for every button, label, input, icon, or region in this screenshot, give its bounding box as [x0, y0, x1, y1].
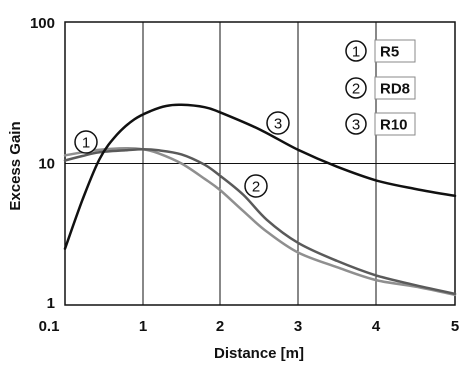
legend-marker-text: 2 — [352, 81, 360, 98]
x-tick-label: 1 — [139, 318, 147, 335]
legend-marker-circle — [345, 77, 367, 99]
x-tick-label: 2 — [216, 318, 224, 335]
y-tick-label: 1 — [47, 295, 55, 312]
legend-label-box — [374, 112, 416, 136]
x-tick-labels: 0.1 1 2 3 4 5 — [39, 318, 460, 335]
legend-label-box — [374, 39, 416, 63]
legend: 1 R5 2 RD8 3 R10 — [345, 39, 416, 136]
legend-label: R10 — [380, 117, 408, 134]
grid — [65, 22, 455, 305]
curve-marker-text: 3 — [274, 116, 282, 133]
curve-marker-text: 1 — [82, 135, 90, 152]
x-tick-label: 0.1 — [39, 318, 60, 335]
legend-entry-2: 2 RD8 — [345, 76, 416, 100]
curve-marker-circle — [266, 111, 290, 135]
series-layer — [63, 103, 457, 297]
series-line-r5 — [63, 147, 457, 297]
legend-marker-circle — [345, 113, 367, 135]
y-tick-label: 10 — [38, 156, 55, 173]
x-tick-label: 4 — [372, 318, 381, 335]
legend-entry-3: 3 R10 — [345, 112, 416, 136]
legend-marker-text: 3 — [352, 117, 360, 134]
y-axis-label: Excess Gain — [7, 121, 24, 210]
curve-marker-1: 1 — [74, 130, 98, 154]
curve-markers: 1 2 3 — [74, 111, 290, 198]
curve-marker-3: 3 — [266, 111, 290, 135]
legend-entry-1: 1 R5 — [345, 39, 416, 63]
y-tick-labels: 1 10 100 — [30, 15, 55, 312]
legend-label: RD8 — [380, 81, 410, 98]
series-line-r10 — [63, 103, 457, 250]
legend-label: R5 — [380, 44, 399, 61]
curve-marker-circle — [244, 174, 268, 198]
series-line-rd8 — [63, 148, 457, 296]
curve-marker-text: 2 — [252, 179, 260, 196]
x-tick-label: 3 — [294, 318, 302, 335]
legend-label-box — [374, 76, 416, 100]
y-tick-label: 100 — [30, 15, 55, 32]
x-axis-label: Distance [m] — [214, 345, 304, 362]
curve-marker-2: 2 — [244, 174, 268, 198]
curve-marker-circle — [74, 130, 98, 154]
x-tick-label: 5 — [451, 318, 459, 335]
legend-marker-text: 1 — [352, 44, 360, 61]
legend-marker-circle — [345, 40, 367, 62]
